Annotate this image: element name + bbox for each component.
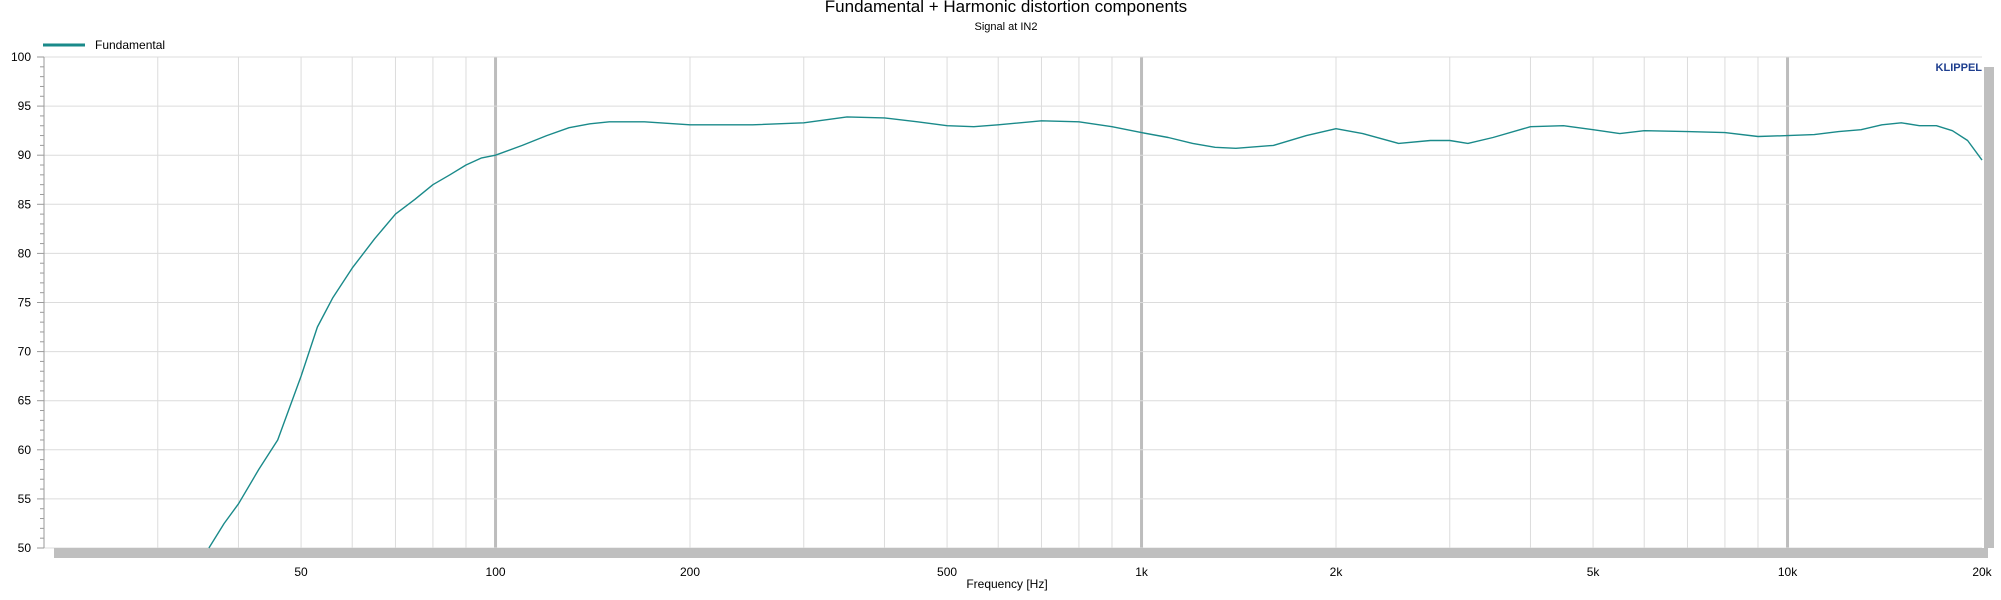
x-axis-bar — [54, 548, 1988, 558]
y-tick-label: 75 — [18, 296, 32, 310]
legend-label-fundamental: Fundamental — [95, 38, 165, 52]
x-tick-label: 1k — [1135, 565, 1149, 579]
grid — [44, 56, 1982, 549]
x-tick-label: 10k — [1778, 565, 1798, 579]
y-tick-label: 95 — [18, 99, 32, 113]
y-tick-label: 55 — [18, 492, 32, 506]
series-layer — [208, 116, 1983, 549]
x-tick-label: 50 — [294, 565, 308, 579]
y-tick-label: 70 — [18, 345, 32, 359]
series-line-fundamental — [208, 116, 1983, 549]
y-tick-label: 50 — [18, 541, 32, 555]
y-tick-label: 90 — [18, 148, 32, 162]
x-tick-label: 2k — [1330, 565, 1344, 579]
y-tick-label: 100 — [11, 50, 31, 64]
y-tick-label: 60 — [18, 443, 32, 457]
right-axis-bar — [1984, 67, 1994, 548]
x-tick-label: 200 — [680, 565, 700, 579]
chart-subtitle: Signal at IN2 — [975, 21, 1038, 33]
legend: Fundamental — [43, 38, 165, 52]
x-axis-label: Frequency [Hz] — [966, 577, 1047, 591]
x-tick-labels: 50 100 200 500 1k 2k 5k 10k 20k — [294, 565, 1992, 579]
chart-title: Fundamental + Harmonic distortion compon… — [825, 0, 1187, 16]
x-tick-label: 100 — [486, 565, 506, 579]
y-tick-labels: 50 55 60 65 70 75 80 85 90 95 100 — [11, 50, 31, 555]
klippel-logo: KLIPPEL — [1936, 62, 1983, 74]
x-tick-label: 5k — [1587, 565, 1601, 579]
axis-frame — [37, 56, 1994, 558]
y-tick-label: 85 — [18, 197, 32, 211]
y-tick-label: 65 — [18, 394, 32, 408]
x-tick-label: 500 — [937, 565, 957, 579]
x-tick-label: 20k — [1972, 565, 1992, 579]
y-tick-label: 80 — [18, 246, 32, 260]
